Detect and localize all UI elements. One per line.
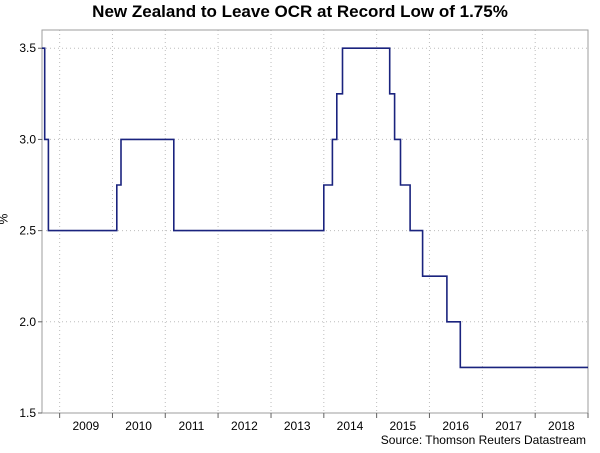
x-tick-label: 2011 xyxy=(179,419,205,433)
y-tick-label: 3.0 xyxy=(19,132,36,146)
y-axis: 1.5 2.0 2.5 3.0 3.5 xyxy=(19,41,42,420)
x-tick-label: 2010 xyxy=(125,419,152,433)
x-axis: 2009 2010 2011 2012 2013 2014 2015 2016 2017 2018 xyxy=(59,413,589,433)
y-tick-label: 2.5 xyxy=(19,224,36,238)
plot-frame xyxy=(41,29,589,414)
x-tick-label: 2015 xyxy=(389,419,416,433)
grid-lines xyxy=(42,30,588,413)
x-tick-label: 2017 xyxy=(495,419,522,433)
x-tick-label: 2013 xyxy=(284,419,311,433)
x-tick-label: 2018 xyxy=(548,419,575,433)
source-note: Source: Thomson Reuters Datastream xyxy=(380,433,586,447)
series-line xyxy=(42,47,588,369)
y-tick-label: 3.5 xyxy=(19,41,36,55)
y-tick-label: 1.5 xyxy=(19,406,36,420)
x-tick-label: 2014 xyxy=(337,419,364,433)
x-tick-label: 2016 xyxy=(442,419,469,433)
y-tick-label: 2.0 xyxy=(19,315,36,329)
x-tick-label: 2012 xyxy=(231,419,258,433)
chart-title: New Zealand to Leave OCR at Record Low o… xyxy=(92,2,508,21)
x-tick-label: 2009 xyxy=(72,419,99,433)
